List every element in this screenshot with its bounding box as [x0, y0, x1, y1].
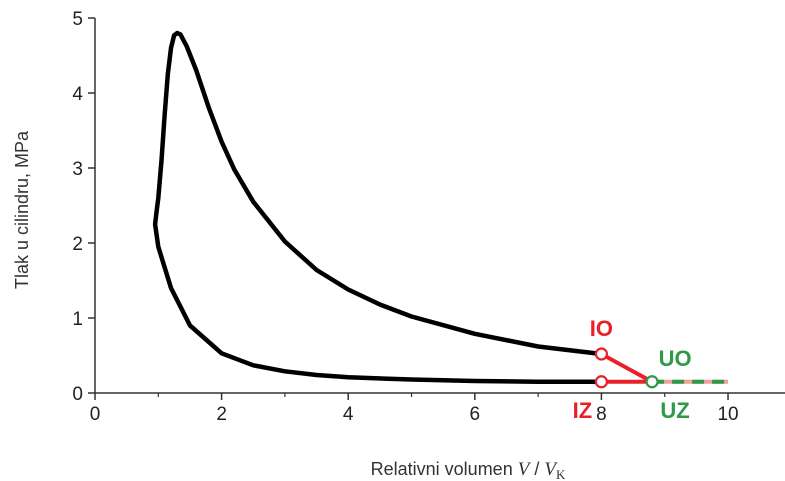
x-axis-title-sub: K	[556, 467, 566, 481]
y-tick-label: 1	[72, 309, 83, 330]
valve-point-marker	[645, 375, 659, 389]
x-tick-label: 6	[470, 404, 481, 425]
point-label-iz: IZ	[573, 398, 593, 423]
markers	[594, 347, 659, 389]
annotations: IO IZ UO UZ	[573, 316, 692, 423]
cycle-curve	[152, 30, 604, 385]
series	[152, 30, 728, 385]
valve-line	[599, 352, 655, 384]
point-label-uz: UZ	[660, 398, 689, 423]
x-tick-label: 10	[717, 404, 738, 425]
valve-point-marker	[594, 347, 609, 361]
x-axis-title-sep: /	[529, 459, 544, 479]
y-tick-label: 2	[72, 234, 83, 255]
valve-point-marker	[594, 375, 609, 389]
y-axis-title: Tlak u cilindru, MPa	[12, 130, 32, 289]
x-tick-label: 8	[596, 404, 607, 425]
y-tick-label: 5	[72, 9, 83, 30]
y-tick-label: 3	[72, 159, 83, 180]
point-label-uo: UO	[659, 346, 692, 371]
point-label-io: IO	[590, 316, 613, 341]
x-tick-label: 0	[90, 404, 101, 425]
x-axis-title-vk: V	[544, 459, 558, 480]
x-axis-title-text: Relativni volumen	[371, 459, 518, 479]
x-axis-title: Relativni volumen V / VK	[371, 459, 566, 481]
x-tick-label: 4	[343, 404, 354, 425]
x-tick-label: 2	[216, 404, 227, 425]
y-tick-label: 4	[72, 84, 83, 105]
axes	[94, 18, 785, 394]
x-axis-title-v: V	[518, 459, 532, 480]
y-tick-label: 0	[72, 384, 83, 405]
ticks: 0 1 2 3 4 5 0 2 4 6 8 10	[72, 9, 738, 425]
